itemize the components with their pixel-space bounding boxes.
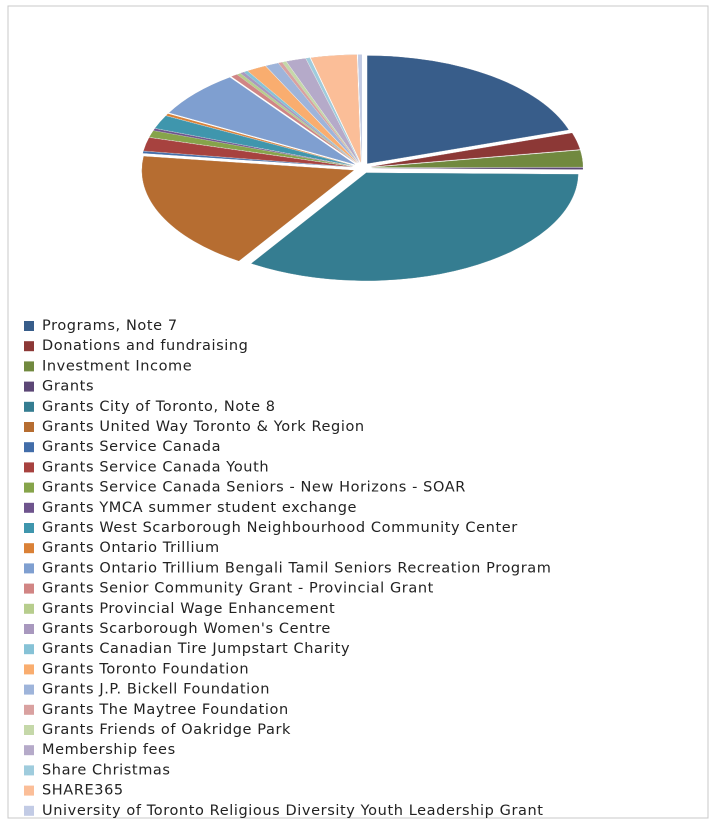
legend-swatch [24,765,34,776]
legend-label: Grants Senior Community Grant - Provinci… [42,581,434,597]
slice [286,58,360,163]
legend-label: Grants The Maytree Foundation [42,702,289,718]
slice [370,149,584,168]
legend-swatch [24,624,34,634]
legend-label: SHARE365 [42,783,124,799]
slice [153,128,354,167]
legend-swatch [24,664,34,675]
legend-label: Grants Canadian Tire Jumpstart Charity [42,641,350,657]
slice [247,65,358,164]
legend-label: Donations and fundraising [42,338,248,354]
legend-swatch [24,805,34,816]
legend-label: Grants Toronto Foundation [42,661,249,677]
slice [281,61,360,164]
legend-swatch [24,704,34,715]
legend-label: Grants Ontario Trillium Bengali Tamil Se… [42,560,552,576]
pie [141,54,584,303]
slice [148,130,354,167]
slice [277,62,359,164]
slice [165,113,355,166]
legend-swatch [24,543,34,554]
legend-swatch [24,341,34,352]
legend-label: Share Christmas [42,762,171,778]
legend-swatch [24,644,34,655]
slice [143,137,354,168]
legend-label: Grants West Scarborough Neighbourhood Co… [42,520,518,536]
slice [142,150,354,168]
slice [367,55,570,164]
slice [305,57,361,163]
slice [357,54,363,163]
slice [141,156,355,262]
slice [370,132,581,167]
slice [154,115,354,167]
slice [239,71,358,164]
legend-label: Programs, Note 7 [42,318,178,334]
legend-swatch [24,401,34,412]
legend-label: Investment Income [42,358,192,374]
legend-label: Grants Ontario Trillium [42,540,220,556]
legend-swatch [24,422,34,432]
slice [230,74,357,164]
legend-swatch [24,361,34,372]
legend-label: Grants J.P. Bickell Foundation [42,682,270,698]
legend-swatch [24,442,34,453]
legend-label: Grants [42,379,94,395]
slice [243,70,358,164]
slice [236,73,358,164]
legend-label: Grants City of Toronto, Note 8 [42,399,276,415]
slice [265,62,359,164]
legend-swatch [24,785,34,796]
legend-swatch [24,563,34,574]
legend-label: Grants United Way Toronto & York Region [42,419,365,435]
legend-label: University of Toronto Religious Diversit… [42,803,544,819]
legend-swatch [24,725,34,735]
legend-label: Grants Service Canada [42,439,221,455]
legend-swatch [24,502,34,513]
slice [250,172,579,282]
legend-label: Grants YMCA summer student exchange [42,500,357,516]
legend-swatch [24,462,34,473]
legend-swatch [24,321,34,331]
legend-swatch [24,523,34,533]
slice [168,77,356,165]
legend-label: Grants Scarborough Women's Centre [42,621,331,637]
legend-swatch [24,482,34,493]
slice [310,54,362,163]
legend-label: Grants Service Canada Youth [42,459,269,475]
legend-swatch [24,583,34,594]
legend-swatch [24,745,34,756]
legend-label: Grants Friends of Oakridge Park [42,722,291,738]
legend: Programs, Note 7 Donations and fundraisin… [24,318,552,819]
slice [370,167,584,170]
legend-label: Grants Service Canada Seniors - New Hori… [42,480,466,496]
legend-label: Membership fees [42,742,176,758]
legend-swatch [24,381,34,392]
legend-swatch [24,684,34,695]
legend-label: Grants Provincial Wage Enhancement [42,601,335,617]
legend-swatch [24,603,34,614]
